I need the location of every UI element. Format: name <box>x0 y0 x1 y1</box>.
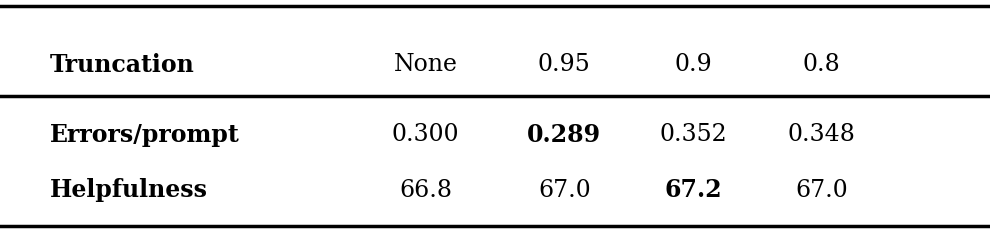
Text: None: None <box>394 53 457 76</box>
Text: 0.95: 0.95 <box>538 53 591 76</box>
Text: Errors/prompt: Errors/prompt <box>50 122 240 146</box>
Text: 0.300: 0.300 <box>392 122 459 146</box>
Text: 0.9: 0.9 <box>674 53 712 76</box>
Text: 67.0: 67.0 <box>795 178 848 201</box>
Text: 0.348: 0.348 <box>788 122 855 146</box>
Text: 66.8: 66.8 <box>399 178 452 201</box>
Text: 0.289: 0.289 <box>528 122 601 146</box>
Text: 67.2: 67.2 <box>664 177 722 201</box>
Text: 67.0: 67.0 <box>538 178 591 201</box>
Text: 0.352: 0.352 <box>659 122 727 146</box>
Text: Helpfulness: Helpfulness <box>50 177 208 201</box>
Text: 0.8: 0.8 <box>803 53 841 76</box>
Text: Truncation: Truncation <box>50 53 194 77</box>
